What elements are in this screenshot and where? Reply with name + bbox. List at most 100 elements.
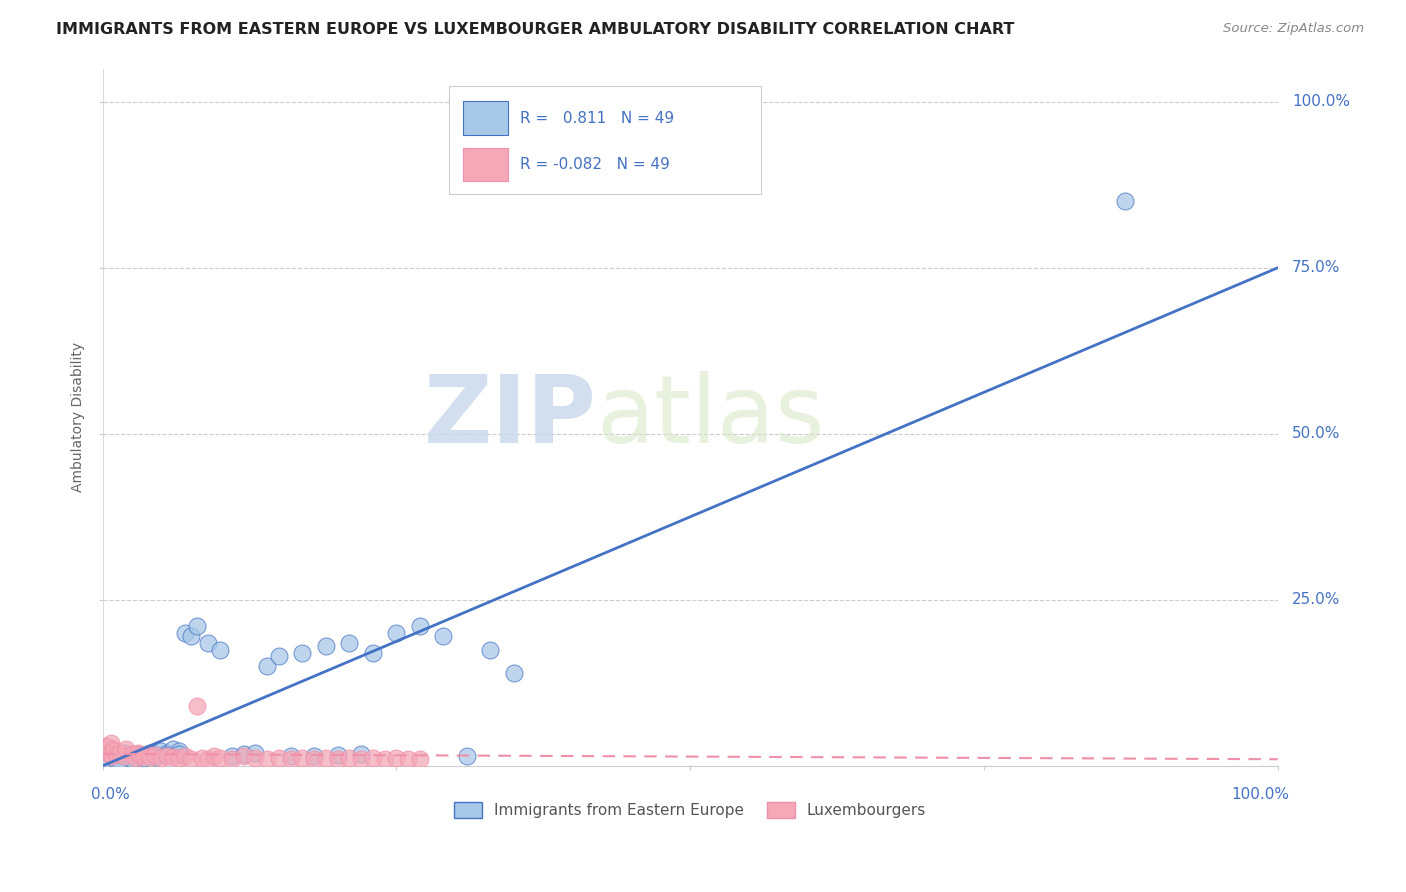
Point: [136, 747, 159, 761]
Point: [124, 749, 146, 764]
Point: [479, 642, 502, 657]
FancyBboxPatch shape: [450, 86, 761, 194]
Point: [396, 752, 419, 766]
Point: [97, 752, 120, 766]
Point: [121, 747, 143, 761]
Point: [173, 748, 195, 763]
Point: [385, 626, 408, 640]
Point: [256, 752, 278, 766]
Point: [167, 747, 190, 761]
Point: [221, 748, 243, 763]
Point: [361, 751, 384, 765]
Point: [105, 754, 128, 768]
Point: [101, 748, 124, 763]
Point: [145, 748, 167, 763]
Point: [101, 748, 124, 763]
Point: [156, 748, 179, 763]
Point: [115, 748, 138, 763]
Point: [145, 749, 167, 764]
Point: [132, 748, 155, 763]
Point: [156, 746, 179, 760]
Point: [150, 744, 173, 758]
Point: [456, 748, 478, 763]
Point: [337, 751, 360, 765]
Point: [280, 752, 302, 766]
Text: 100.0%: 100.0%: [1232, 787, 1289, 802]
Point: [129, 748, 152, 763]
Point: [132, 748, 155, 763]
Point: [103, 751, 125, 765]
Point: [127, 746, 149, 760]
Point: [98, 747, 121, 761]
Point: [156, 748, 179, 763]
Point: [374, 752, 396, 766]
Point: [167, 751, 190, 765]
Point: [302, 752, 325, 766]
Text: R = -0.082   N = 49: R = -0.082 N = 49: [520, 157, 669, 172]
Point: [186, 619, 208, 633]
Point: [150, 751, 173, 765]
Text: 25.0%: 25.0%: [1292, 592, 1340, 607]
Point: [132, 751, 155, 765]
Point: [173, 626, 195, 640]
Point: [337, 636, 360, 650]
Point: [124, 751, 146, 765]
Point: [180, 752, 202, 766]
Point: [127, 747, 149, 761]
Point: [197, 636, 219, 650]
Point: [103, 744, 125, 758]
Point: [145, 747, 167, 761]
Point: [186, 699, 208, 714]
Point: [162, 749, 184, 764]
Text: Source: ZipAtlas.com: Source: ZipAtlas.com: [1223, 22, 1364, 36]
Point: [105, 747, 128, 761]
Point: [409, 619, 432, 633]
Point: [138, 749, 160, 764]
Text: 100.0%: 100.0%: [1292, 95, 1350, 109]
Point: [302, 748, 325, 763]
Point: [180, 629, 202, 643]
Text: 75.0%: 75.0%: [1292, 260, 1340, 276]
Point: [267, 649, 290, 664]
Text: ZIP: ZIP: [423, 371, 596, 463]
Text: 50.0%: 50.0%: [1292, 426, 1340, 442]
Point: [209, 751, 232, 765]
Point: [232, 748, 254, 763]
Point: [256, 659, 278, 673]
Point: [315, 751, 337, 765]
Point: [245, 751, 267, 765]
Point: [291, 646, 314, 660]
Point: [315, 640, 337, 654]
FancyBboxPatch shape: [464, 148, 508, 181]
Point: [232, 747, 254, 761]
Point: [94, 739, 117, 753]
Text: 0.0%: 0.0%: [91, 787, 129, 802]
Point: [503, 665, 526, 680]
Point: [112, 746, 135, 760]
Point: [110, 747, 132, 761]
Point: [101, 742, 124, 756]
Point: [138, 746, 160, 760]
Point: [115, 742, 138, 756]
Point: [112, 748, 135, 763]
Text: R =   0.811   N = 49: R = 0.811 N = 49: [520, 111, 673, 126]
Point: [361, 646, 384, 660]
Point: [385, 751, 408, 765]
Point: [280, 748, 302, 763]
Text: IMMIGRANTS FROM EASTERN EUROPE VS LUXEMBOURGER AMBULATORY DISABILITY CORRELATION: IMMIGRANTS FROM EASTERN EUROPE VS LUXEMB…: [56, 22, 1015, 37]
Point: [167, 744, 190, 758]
Point: [162, 742, 184, 756]
Point: [191, 751, 214, 765]
Point: [100, 736, 122, 750]
Point: [97, 740, 120, 755]
Point: [94, 742, 117, 756]
Point: [117, 751, 139, 765]
Point: [221, 752, 243, 766]
Point: [326, 748, 349, 763]
Point: [409, 752, 432, 766]
Point: [110, 746, 132, 760]
Point: [96, 746, 118, 760]
Text: atlas: atlas: [596, 371, 824, 463]
Point: [1114, 194, 1136, 209]
Point: [350, 747, 373, 761]
